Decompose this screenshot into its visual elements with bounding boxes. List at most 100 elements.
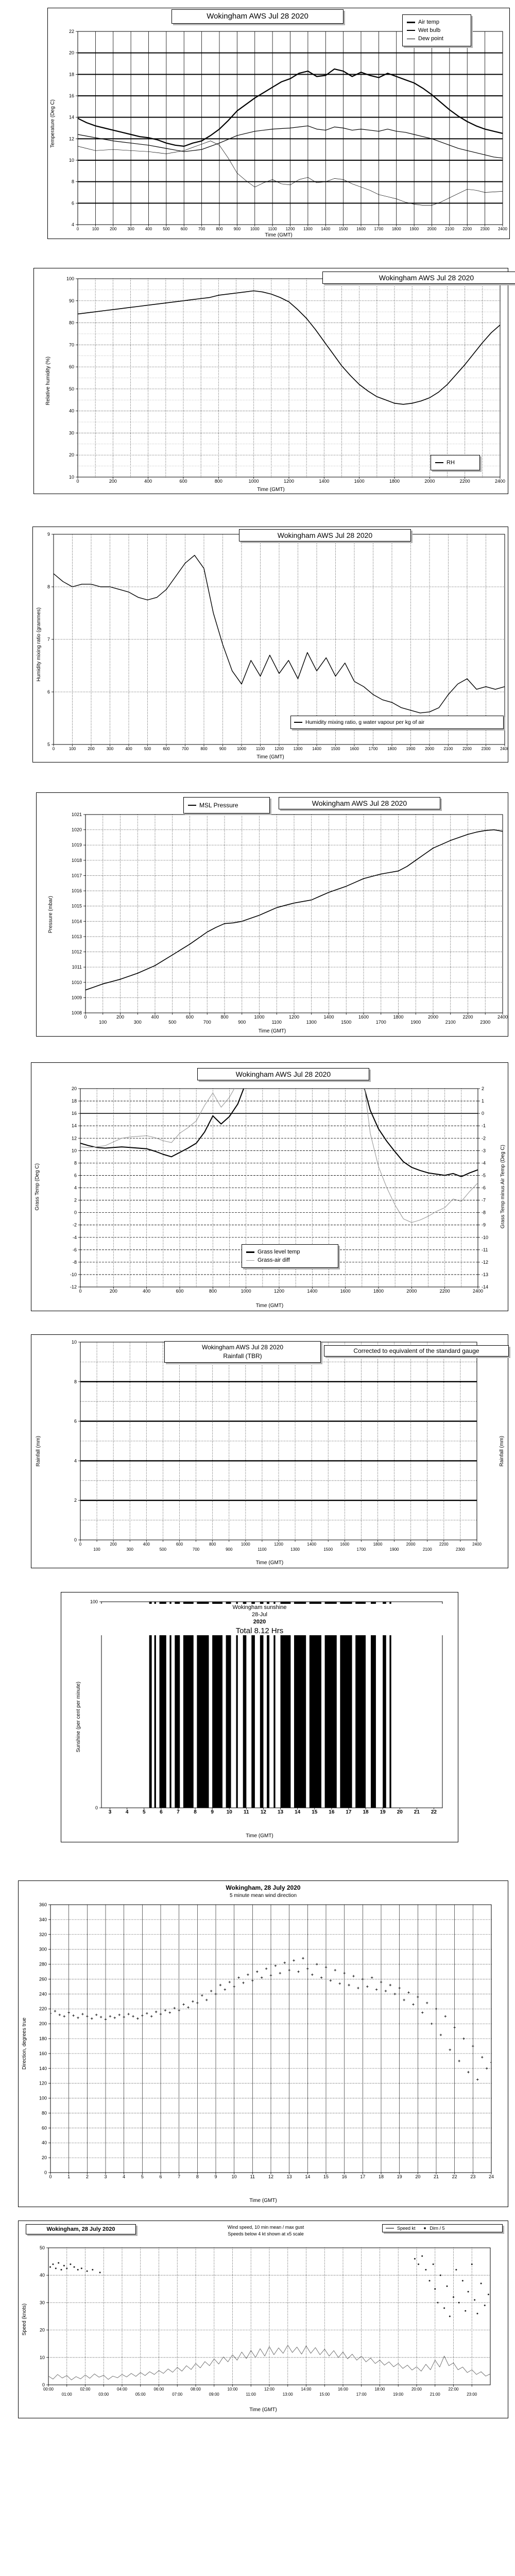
svg-text:22: 22 — [431, 1809, 437, 1815]
svg-text:-8: -8 — [482, 1210, 486, 1215]
svg-text:2400: 2400 — [498, 227, 507, 231]
svg-text:6: 6 — [72, 200, 74, 206]
svg-text:10: 10 — [72, 1148, 77, 1153]
svg-text:1500: 1500 — [331, 747, 340, 751]
chart-title: Wokingham, 28 July 2020 — [26, 2224, 136, 2234]
svg-text:900: 900 — [238, 1020, 246, 1025]
svg-text:4: 4 — [72, 222, 74, 227]
chart-title: Wokingham AWS Jul 28 2020 — [197, 1068, 369, 1080]
svg-text:10: 10 — [69, 158, 74, 163]
svg-text:2200: 2200 — [439, 1542, 449, 1547]
x-axis-label: Time (GMT) — [249, 2407, 277, 2413]
svg-text:5: 5 — [143, 1809, 146, 1815]
svg-text:1012: 1012 — [72, 950, 82, 955]
svg-text:-6: -6 — [482, 1185, 486, 1191]
svg-text:2200: 2200 — [462, 227, 472, 231]
svg-text:1300: 1300 — [306, 1020, 317, 1025]
chart-title: Wokingham AWS Jul 28 2020 — [239, 529, 411, 541]
y-axis-label: Temperature (Deg C) — [50, 99, 56, 148]
svg-text:500: 500 — [160, 1547, 167, 1552]
svg-text:1700: 1700 — [357, 1547, 366, 1552]
svg-text:-1: -1 — [482, 1123, 486, 1128]
svg-text:1000: 1000 — [249, 479, 259, 484]
svg-text:0: 0 — [42, 2382, 45, 2387]
chart-title: Wokingham AWS Jul 28 2020 — [201, 1344, 284, 1351]
wind-direction-plot: 0 1 2 3 4 5 6 7 8 9 10 11 12 13 14 15 16 17 18 19 20 21 22 23 24… — [19, 1881, 508, 2207]
svg-text:1100: 1100 — [268, 227, 278, 231]
svg-text:-9: -9 — [482, 1223, 486, 1228]
legend-label: Dew point — [418, 36, 443, 42]
svg-text:1: 1 — [482, 1098, 484, 1104]
y-axis-label: Direction, degrees true — [22, 2018, 27, 2070]
svg-text:8: 8 — [196, 2174, 199, 2179]
chart-title: Wokingham sunshine — [232, 1604, 287, 1611]
svg-text:1000: 1000 — [237, 747, 246, 751]
svg-text:2400: 2400 — [500, 747, 508, 751]
svg-text:1400: 1400 — [307, 1289, 317, 1294]
svg-text:20: 20 — [415, 2174, 420, 2179]
legend-label: Speed kt — [397, 2226, 416, 2231]
svg-text:900: 900 — [219, 747, 227, 751]
svg-text:8: 8 — [47, 584, 50, 589]
svg-text:21: 21 — [414, 1809, 420, 1815]
y-axis-label: Speed (knots) — [22, 2303, 27, 2336]
mixing-ratio-line-icon — [294, 722, 302, 723]
wet-bulb-line-icon — [407, 30, 415, 31]
svg-text:17:00: 17:00 — [356, 2392, 367, 2397]
svg-text:12: 12 — [72, 1136, 77, 1141]
svg-text:5: 5 — [47, 742, 50, 747]
chart-subtitle: Rainfall (TBR) — [223, 1352, 262, 1360]
temperature-chart-panel: 0 100 200 300 400 500 600 700 800 900 1000 1100 1200… — [47, 8, 510, 239]
direction-dot-icon — [423, 2227, 426, 2229]
y-axis-label: Sunshine (per cent per minute) — [76, 1682, 81, 1753]
svg-text:15: 15 — [312, 1809, 318, 1815]
svg-text:4: 4 — [74, 1185, 77, 1191]
svg-text:20:00: 20:00 — [411, 2387, 422, 2392]
svg-text:1018: 1018 — [72, 858, 82, 863]
svg-text:1300: 1300 — [303, 227, 313, 231]
x-axis-label: Time (GMT) — [257, 487, 285, 493]
y-axis-right-label: Rainfall (mm) — [499, 1436, 505, 1467]
speed-line-icon — [386, 2228, 394, 2229]
svg-text:16:00: 16:00 — [338, 2387, 349, 2392]
svg-text:22: 22 — [452, 2174, 457, 2179]
x-axis-label: Time (GMT) — [249, 2198, 277, 2204]
y-axis-left-label: Grass Temp (Deg C) — [35, 1163, 40, 1211]
svg-text:1013: 1013 — [72, 934, 82, 939]
svg-text:1500: 1500 — [323, 1547, 333, 1552]
legend-item: Dew point — [407, 36, 467, 42]
svg-text:9: 9 — [211, 1809, 214, 1815]
svg-text:1900: 1900 — [409, 227, 419, 231]
svg-text:2200: 2200 — [440, 1289, 450, 1294]
svg-text:50: 50 — [69, 386, 74, 392]
svg-text:16: 16 — [342, 2174, 347, 2179]
x-axis-label: Time (GMT) — [246, 1833, 273, 1839]
svg-text:500: 500 — [144, 747, 151, 751]
legend-label: Grass level temp — [258, 1249, 300, 1255]
svg-text:16: 16 — [69, 93, 74, 98]
svg-text:7: 7 — [178, 2174, 180, 2179]
sunshine-chart-panel: 3 4 5 6 7 8 9 10 11 12 13 14 15 16 17 18 19 20 21 22 100 0 Wo… — [61, 1592, 458, 1842]
svg-text:09:00: 09:00 — [209, 2392, 220, 2397]
svg-text:2400: 2400 — [472, 1542, 482, 1547]
svg-text:700: 700 — [193, 1547, 200, 1552]
svg-text:2200: 2200 — [462, 747, 472, 751]
svg-text:1019: 1019 — [72, 842, 82, 848]
svg-text:30: 30 — [69, 430, 74, 435]
svg-text:4: 4 — [74, 1458, 77, 1463]
svg-text:600: 600 — [176, 1542, 183, 1547]
svg-text:2100: 2100 — [423, 1547, 432, 1552]
chart-subtitle: 5 minute mean wind direction — [19, 1893, 508, 1899]
svg-text:1021: 1021 — [72, 812, 82, 817]
chart-title: Wokingham AWS Jul 28 2020 — [322, 272, 515, 284]
svg-text:04:00: 04:00 — [117, 2387, 128, 2392]
svg-text:02:00: 02:00 — [80, 2387, 91, 2392]
svg-text:03:00: 03:00 — [98, 2392, 109, 2397]
svg-text:4: 4 — [123, 2174, 125, 2179]
svg-text:19:00: 19:00 — [393, 2392, 404, 2397]
svg-text:3: 3 — [104, 2174, 107, 2179]
grass-temp-chart-panel: 0 200 400 600 800 1000 1200 1400 1600 1800 2000 220… — [31, 1062, 508, 1311]
svg-text:-6: -6 — [73, 1247, 77, 1252]
svg-text:0: 0 — [95, 1805, 98, 1810]
svg-text:60: 60 — [69, 364, 74, 369]
